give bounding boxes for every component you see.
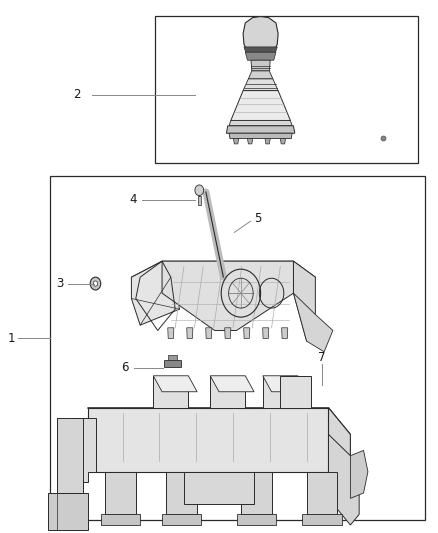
Polygon shape (168, 355, 177, 360)
Polygon shape (244, 328, 250, 338)
Polygon shape (233, 139, 239, 144)
Polygon shape (251, 60, 270, 71)
Polygon shape (70, 418, 96, 482)
Polygon shape (48, 493, 88, 530)
Polygon shape (225, 328, 231, 338)
Polygon shape (210, 376, 254, 392)
Polygon shape (162, 514, 201, 525)
Text: 5: 5 (254, 212, 261, 225)
Polygon shape (293, 293, 333, 352)
Polygon shape (237, 514, 276, 525)
Bar (50, 176, 425, 520)
Polygon shape (328, 408, 350, 498)
Polygon shape (231, 91, 290, 120)
Polygon shape (57, 418, 83, 493)
Polygon shape (105, 472, 136, 514)
Polygon shape (153, 376, 197, 392)
Polygon shape (350, 450, 368, 498)
Polygon shape (263, 376, 307, 392)
Text: 4: 4 (130, 193, 138, 206)
Polygon shape (293, 261, 315, 341)
Bar (155, 16, 418, 163)
Text: 3: 3 (57, 277, 64, 290)
Polygon shape (282, 328, 288, 338)
Polygon shape (206, 328, 212, 338)
Polygon shape (168, 328, 174, 338)
Polygon shape (243, 79, 278, 91)
Polygon shape (229, 133, 292, 139)
Polygon shape (210, 376, 245, 408)
Polygon shape (265, 139, 270, 144)
Polygon shape (164, 360, 181, 367)
Text: 2: 2 (73, 88, 81, 101)
Polygon shape (302, 514, 342, 525)
Polygon shape (247, 139, 253, 144)
Polygon shape (187, 328, 193, 338)
Circle shape (90, 277, 101, 290)
Polygon shape (241, 472, 272, 514)
Polygon shape (198, 196, 201, 205)
Polygon shape (226, 126, 295, 133)
Polygon shape (153, 376, 188, 408)
Text: 1: 1 (7, 332, 15, 345)
Polygon shape (280, 376, 311, 408)
Polygon shape (166, 472, 197, 514)
Polygon shape (248, 71, 273, 79)
Polygon shape (131, 261, 180, 325)
Polygon shape (162, 261, 315, 298)
Polygon shape (280, 139, 286, 144)
Polygon shape (162, 261, 293, 330)
Polygon shape (307, 472, 337, 514)
Polygon shape (184, 472, 254, 504)
Polygon shape (229, 120, 292, 126)
Polygon shape (328, 434, 359, 525)
Polygon shape (88, 408, 350, 434)
Polygon shape (101, 514, 140, 525)
Polygon shape (243, 17, 278, 50)
Polygon shape (263, 328, 269, 338)
Polygon shape (88, 408, 328, 472)
Circle shape (93, 281, 98, 286)
Text: 7: 7 (318, 351, 326, 364)
Polygon shape (245, 52, 276, 60)
Circle shape (195, 185, 204, 196)
Text: 6: 6 (121, 361, 129, 374)
Polygon shape (244, 47, 277, 52)
Polygon shape (263, 376, 298, 408)
